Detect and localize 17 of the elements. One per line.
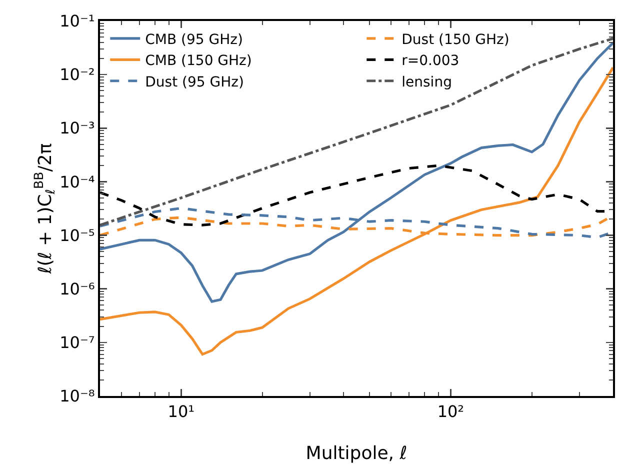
y-tick-label: 10⁻⁵: [60, 226, 95, 245]
legend-label: Dust (95 GHz): [145, 74, 244, 90]
y-tick-label: 10⁻⁸: [60, 386, 95, 406]
x-tick-label: 10¹: [168, 402, 195, 422]
y-tick-label: 10⁻²: [60, 65, 95, 84]
legend-label: CMB (150 GHz): [145, 53, 252, 70]
legend-label: r=0.003: [402, 53, 460, 70]
x-tick-label: 10²: [437, 402, 464, 422]
y-tick-label: 10⁻⁴: [60, 172, 95, 192]
x-axis-title: Multipole, ℓ: [306, 443, 408, 464]
y-tick-label: 10⁻⁶: [60, 279, 95, 298]
legend-label: lensing: [402, 74, 452, 90]
y-tick-label: 10⁻⁷: [60, 333, 95, 352]
y-tick-label: 10⁻³: [60, 118, 95, 138]
legend-label: Dust (150 GHz): [402, 32, 510, 48]
legend-label: CMB (95 GHz): [145, 32, 243, 48]
y-tick-label: 10⁻¹: [60, 12, 95, 31]
